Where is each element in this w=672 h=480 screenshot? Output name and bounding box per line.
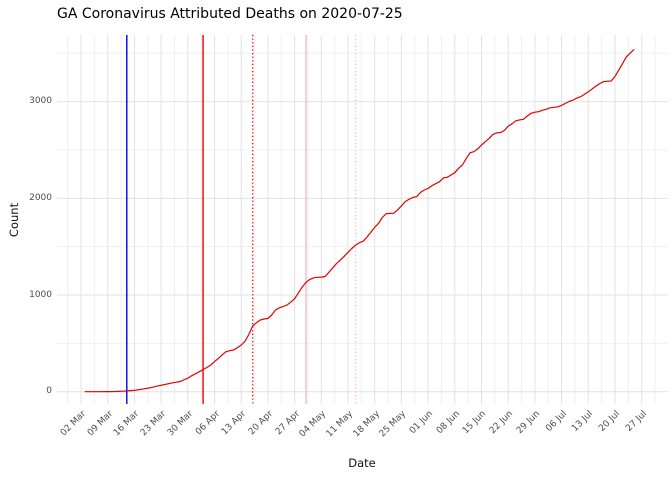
- y-tick-label: 1000: [29, 289, 52, 300]
- chart-title: GA Coronavirus Attributed Deaths on 2020…: [57, 6, 403, 22]
- y-tick-label: 0: [46, 386, 52, 397]
- y-tick-label: 2000: [29, 192, 52, 203]
- deaths-line-series: [84, 48, 635, 393]
- y-tick-label: 3000: [29, 96, 52, 107]
- x-axis-title: Date: [348, 456, 376, 470]
